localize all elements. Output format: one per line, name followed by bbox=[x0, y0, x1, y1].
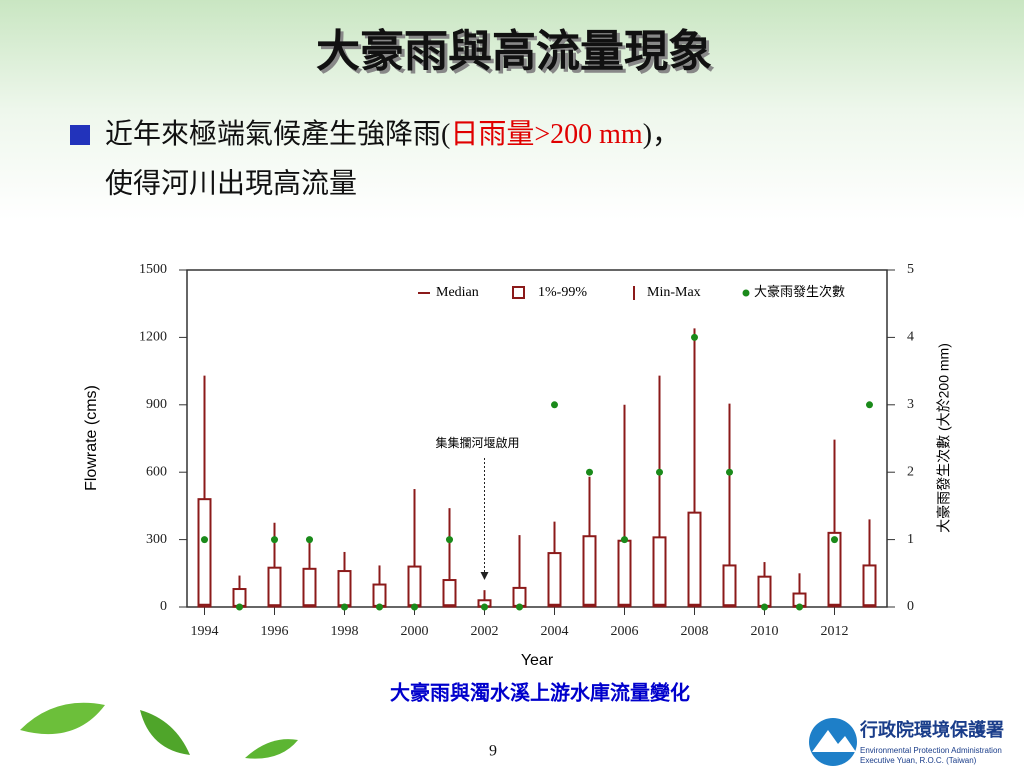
count-dot bbox=[831, 536, 838, 544]
y2-tick-label: 1 bbox=[907, 532, 914, 547]
x-tick-label: 2000 bbox=[401, 624, 429, 639]
legend-label: Min-Max bbox=[647, 285, 701, 300]
box bbox=[617, 539, 632, 608]
count-dot bbox=[481, 603, 488, 611]
x-tick-label: 1998 bbox=[331, 624, 359, 639]
y2-tick-label: 4 bbox=[907, 330, 914, 345]
y-tick-label: 1500 bbox=[139, 262, 167, 277]
y-tick-label: 300 bbox=[146, 532, 167, 547]
count-dot bbox=[691, 333, 698, 341]
count-dot bbox=[376, 603, 383, 611]
box bbox=[582, 535, 597, 608]
box bbox=[757, 575, 772, 608]
count-dot bbox=[306, 536, 313, 544]
count-dot bbox=[201, 536, 208, 544]
title-shadow: 大豪雨與高流量現象 bbox=[319, 30, 715, 79]
y2-tick-label: 5 bbox=[907, 262, 914, 277]
box bbox=[827, 531, 842, 608]
box bbox=[722, 564, 737, 608]
y2-tick-label: 0 bbox=[907, 599, 914, 614]
bullet-icon bbox=[70, 125, 90, 145]
box bbox=[337, 570, 352, 608]
count-dot bbox=[761, 603, 768, 611]
slide-title: 大豪雨與高流量現象 bbox=[316, 27, 712, 76]
x-tick-label: 2006 bbox=[611, 624, 639, 639]
count-dot bbox=[446, 536, 453, 544]
y-tick-label: 900 bbox=[146, 397, 167, 412]
count-dot bbox=[656, 468, 663, 476]
logo-subtitle: Executive Yuan, R.O.C. (Taiwan) bbox=[860, 756, 977, 765]
box bbox=[547, 552, 562, 608]
box bbox=[267, 566, 282, 608]
box bbox=[407, 565, 422, 608]
annotation-arrowhead bbox=[480, 572, 489, 580]
legend-label: 1%-99% bbox=[538, 285, 587, 300]
box bbox=[652, 536, 667, 608]
leaves bbox=[20, 702, 298, 759]
x-tick-label: 2004 bbox=[541, 624, 569, 639]
count-dot bbox=[271, 536, 278, 544]
x-tick-label: 1996 bbox=[261, 624, 289, 639]
count-dot bbox=[341, 603, 348, 611]
count-dot bbox=[516, 603, 523, 611]
y2-tick-label: 3 bbox=[907, 397, 914, 412]
y-tick-label: 600 bbox=[146, 464, 167, 479]
count-dot bbox=[411, 603, 418, 611]
box bbox=[442, 579, 457, 608]
x-tick-label: 2002 bbox=[471, 624, 499, 639]
logo-subtitle: Environmental Protection Administration bbox=[860, 746, 1002, 755]
legend-swatch bbox=[512, 286, 525, 299]
count-dot bbox=[726, 468, 733, 476]
caption: 大豪雨與濁水溪上游水庫流量變化 bbox=[390, 681, 690, 705]
box bbox=[372, 583, 387, 608]
y2-tick-label: 2 bbox=[907, 464, 914, 479]
y-tick-label: 1200 bbox=[139, 330, 167, 345]
y-tick-label: 0 bbox=[160, 599, 167, 614]
count-dot bbox=[551, 401, 558, 409]
legend-swatch bbox=[742, 289, 750, 297]
count-dot bbox=[621, 536, 628, 544]
page-number: 9 bbox=[489, 743, 497, 760]
x-tick-label: 2012 bbox=[821, 624, 849, 639]
count-dot bbox=[796, 603, 803, 611]
count-dot bbox=[866, 401, 873, 409]
box bbox=[302, 567, 317, 608]
box bbox=[687, 511, 702, 608]
y-axis-label: Flowrate (cms) bbox=[83, 385, 100, 491]
logo-title: 行政院環境保護署 bbox=[859, 719, 1004, 740]
box bbox=[862, 564, 877, 608]
logo: 行政院環境保護署 Environmental Protection Admini… bbox=[809, 718, 1004, 766]
x-axis-label: Year bbox=[521, 652, 554, 669]
count-dot bbox=[586, 468, 593, 476]
x-tick-label: 2008 bbox=[681, 624, 709, 639]
bullet-text: 使得河川出現高流量 bbox=[105, 167, 357, 199]
bullet-text: 近年來極端氣候產生強降雨(日雨量>200 mm)， bbox=[105, 118, 680, 150]
count-dot bbox=[236, 603, 243, 611]
y2-axis-label: 大豪雨發生次數 (大於200 mm) bbox=[936, 343, 952, 533]
x-tick-label: 2010 bbox=[751, 624, 779, 639]
plot-frame bbox=[186, 269, 888, 608]
annotation: 集集攔河堰啟用 bbox=[435, 435, 519, 450]
legend-label: Median bbox=[436, 285, 479, 300]
box bbox=[197, 498, 212, 608]
x-tick-label: 1994 bbox=[191, 624, 219, 639]
legend-label: 大豪雨發生次數 bbox=[754, 284, 845, 299]
